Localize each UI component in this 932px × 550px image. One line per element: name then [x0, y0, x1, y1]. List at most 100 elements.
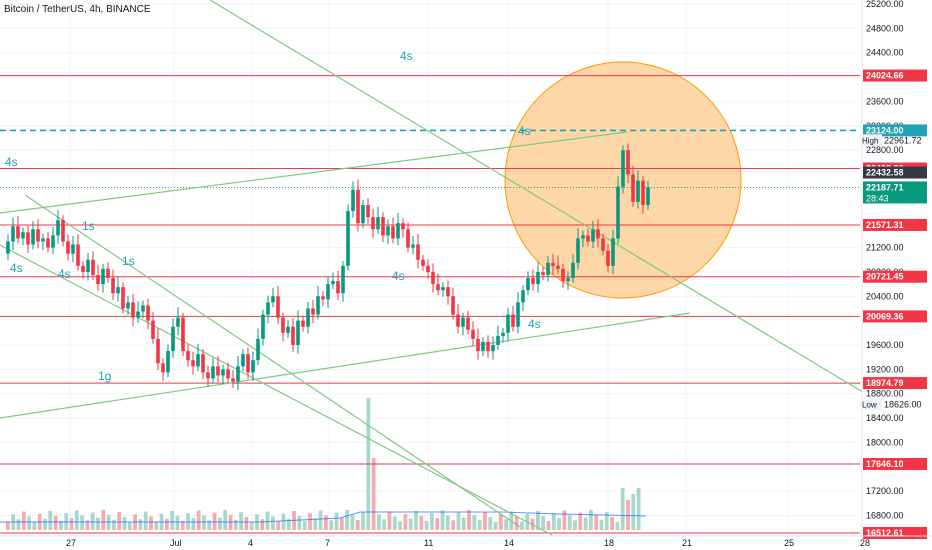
- candle-body[interactable]: [436, 284, 440, 291]
- candle-body[interactable]: [121, 287, 125, 309]
- candle-body[interactable]: [421, 259, 425, 266]
- candle-body[interactable]: [131, 302, 135, 318]
- candle-body[interactable]: [576, 238, 580, 263]
- candle-body[interactable]: [86, 259, 90, 272]
- candle-body[interactable]: [186, 351, 190, 361]
- candle-body[interactable]: [271, 296, 275, 303]
- candle-body[interactable]: [376, 217, 380, 230]
- candle-body[interactable]: [516, 302, 520, 327]
- candle-body[interactable]: [641, 180, 645, 205]
- candle-body[interactable]: [401, 223, 405, 230]
- candle-body[interactable]: [601, 238, 605, 251]
- candle-body[interactable]: [261, 314, 265, 339]
- candle-body[interactable]: [291, 326, 295, 345]
- candle-body[interactable]: [26, 232, 30, 245]
- candle-body[interactable]: [391, 226, 395, 239]
- candle-body[interactable]: [311, 308, 315, 315]
- candle-body[interactable]: [101, 268, 105, 285]
- candle-body[interactable]: [566, 278, 570, 282]
- candle-body[interactable]: [286, 326, 290, 333]
- candle-body[interactable]: [591, 229, 595, 242]
- candle-body[interactable]: [156, 338, 160, 364]
- candle-body[interactable]: [141, 305, 145, 312]
- candle-body[interactable]: [511, 314, 515, 327]
- candle-body[interactable]: [171, 326, 175, 352]
- candle-body[interactable]: [51, 235, 55, 248]
- candle-body[interactable]: [456, 314, 460, 327]
- candle-body[interactable]: [451, 296, 455, 315]
- candle-body[interactable]: [526, 278, 530, 291]
- candle-body[interactable]: [146, 305, 150, 321]
- candle-body[interactable]: [281, 317, 285, 333]
- candle-body[interactable]: [256, 338, 260, 361]
- candle-body[interactable]: [481, 341, 485, 352]
- candle-body[interactable]: [96, 274, 100, 285]
- candle-body[interactable]: [91, 259, 95, 275]
- candle-body[interactable]: [201, 354, 205, 373]
- candle-body[interactable]: [191, 360, 195, 367]
- candle-body[interactable]: [336, 281, 340, 294]
- candle-body[interactable]: [476, 338, 480, 352]
- candle-body[interactable]: [331, 281, 335, 285]
- candle-body[interactable]: [321, 296, 325, 300]
- candle-body[interactable]: [351, 189, 355, 212]
- candle-body[interactable]: [151, 320, 155, 339]
- candle-body[interactable]: [76, 244, 80, 266]
- trendline[interactable]: [209, 0, 877, 401]
- candle-body[interactable]: [546, 262, 550, 275]
- candle-body[interactable]: [431, 271, 435, 285]
- candle-body[interactable]: [606, 250, 610, 266]
- candle-body[interactable]: [441, 287, 445, 291]
- candle-body[interactable]: [226, 369, 230, 379]
- candle-body[interactable]: [636, 180, 640, 202]
- candle-body[interactable]: [166, 351, 170, 373]
- candle-body[interactable]: [111, 278, 115, 294]
- candle-body[interactable]: [56, 220, 60, 236]
- candle-body[interactable]: [136, 311, 140, 318]
- candle-body[interactable]: [251, 360, 255, 373]
- candle-body[interactable]: [541, 271, 545, 275]
- candle-body[interactable]: [646, 187, 650, 205]
- trendline[interactable]: [0, 131, 628, 214]
- candle-body[interactable]: [616, 186, 620, 239]
- candle-body[interactable]: [471, 329, 475, 339]
- candle-body[interactable]: [416, 244, 420, 260]
- candle-body[interactable]: [106, 268, 110, 279]
- candle-body[interactable]: [61, 220, 65, 242]
- candle-body[interactable]: [296, 320, 300, 345]
- candle-body[interactable]: [176, 317, 180, 327]
- candle-body[interactable]: [621, 150, 625, 187]
- candle-body[interactable]: [6, 241, 10, 254]
- candle-body[interactable]: [561, 268, 565, 282]
- candle-body[interactable]: [81, 265, 85, 272]
- candle-body[interactable]: [306, 308, 310, 327]
- candle-body[interactable]: [66, 241, 70, 254]
- candle-body[interactable]: [221, 369, 225, 376]
- candle-body[interactable]: [551, 262, 555, 266]
- candle-body[interactable]: [181, 317, 185, 352]
- candle-body[interactable]: [521, 290, 525, 303]
- candle-body[interactable]: [626, 150, 630, 175]
- candle-body[interactable]: [46, 238, 50, 248]
- candle-body[interactable]: [246, 354, 250, 373]
- candle-body[interactable]: [531, 278, 535, 285]
- candle-body[interactable]: [466, 317, 470, 330]
- trendline[interactable]: [24, 194, 521, 528]
- candle-body[interactable]: [611, 238, 615, 266]
- candle-body[interactable]: [11, 226, 15, 242]
- candle-body[interactable]: [346, 211, 350, 266]
- time-axis[interactable]: [0, 536, 862, 550]
- candle-body[interactable]: [316, 296, 320, 315]
- candle-body[interactable]: [491, 345, 495, 352]
- candle-body[interactable]: [586, 235, 590, 242]
- candle-body[interactable]: [41, 238, 45, 242]
- candle-body[interactable]: [241, 354, 245, 367]
- candle-body[interactable]: [446, 287, 450, 297]
- candle-body[interactable]: [216, 366, 220, 376]
- candle-body[interactable]: [266, 302, 270, 315]
- candle-body[interactable]: [371, 217, 375, 230]
- trendline[interactable]: [0, 244, 553, 536]
- candle-body[interactable]: [231, 378, 235, 382]
